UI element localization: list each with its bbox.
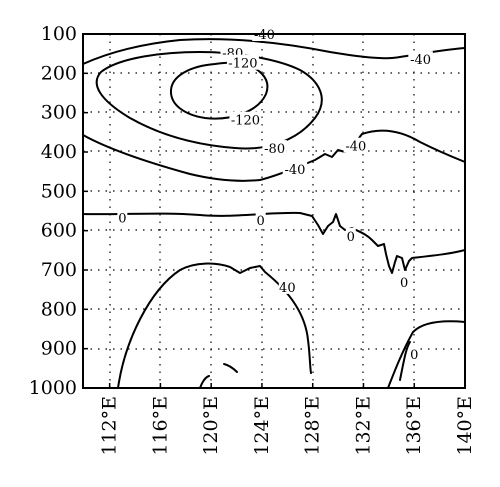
- x-tick-label: 112°E: [99, 396, 121, 456]
- contour-label-bg: [345, 227, 356, 243]
- contour-label: 0: [400, 276, 408, 291]
- y-tick-label: 800: [41, 298, 77, 320]
- x-tick-label: 124°E: [251, 396, 273, 456]
- contour-right-bottom-small: [399, 341, 411, 381]
- x-tick-label: 128°E: [302, 396, 324, 456]
- contour-label: -80: [264, 142, 285, 157]
- contour-fragment-2: [223, 363, 238, 373]
- contour-label-bg: [255, 212, 266, 228]
- contour-neg80: [95, 51, 323, 150]
- contour-label: -40: [410, 53, 431, 68]
- plot-frame: [82, 33, 466, 389]
- contour-label-bg: [262, 140, 287, 156]
- y-axis-ticks: 100 200 300 400 500 600 700 800 900 1000: [29, 23, 88, 399]
- contour-label: 0: [410, 348, 418, 363]
- contour-label-bg: [399, 273, 410, 289]
- contour-label: -40: [254, 28, 275, 43]
- x-axis-ticks: 112°E 116°E 120°E 124°E 128°E 132°E 136°E 140°E: [99, 383, 476, 456]
- contour-label: 0: [257, 214, 265, 229]
- x-tick-label: 136°E: [403, 396, 425, 456]
- contour-zero: [82, 211, 466, 274]
- contour-label-bg: [117, 209, 128, 225]
- contour-label-bg: [409, 346, 420, 362]
- grid: [83, 34, 465, 388]
- x-tick-label: 140°E: [454, 396, 476, 456]
- contour-lines: [82, 38, 466, 389]
- contour-label: -120: [228, 57, 257, 72]
- x-tick-label: 116°E: [149, 396, 171, 456]
- contour-label-bg: [226, 54, 259, 70]
- contour-label: 0: [347, 230, 355, 245]
- y-tick-label: 600: [41, 220, 77, 242]
- contour-right-bottom: [387, 320, 466, 389]
- x-tick-label: 120°E: [200, 396, 222, 456]
- y-tick-label: 300: [41, 102, 77, 124]
- y-tick-label: 400: [41, 141, 77, 163]
- x-tick-label: 132°E: [352, 396, 374, 456]
- contour-label-bg: [408, 51, 433, 67]
- y-tick-label: 100: [41, 23, 77, 45]
- y-tick-label: 700: [41, 259, 77, 281]
- y-tick-label: 200: [41, 62, 77, 84]
- contour-label-bg: [229, 111, 262, 127]
- contour-label: -120: [231, 114, 260, 129]
- contour-fragment-1: [199, 375, 210, 389]
- y-tick-label: 500: [41, 180, 77, 202]
- y-tick-label: 1000: [29, 377, 77, 399]
- y-tick-label: 900: [41, 338, 77, 360]
- contour-pos40: [117, 262, 312, 389]
- contour-label-bg: [343, 137, 369, 153]
- contour-label: -40: [345, 140, 366, 155]
- contour-label-bg: [282, 160, 308, 176]
- contour-label: 40: [279, 281, 296, 296]
- contour-label-bg: [278, 278, 296, 294]
- contour-label: -40: [284, 163, 305, 178]
- contour-label: 0: [118, 211, 126, 226]
